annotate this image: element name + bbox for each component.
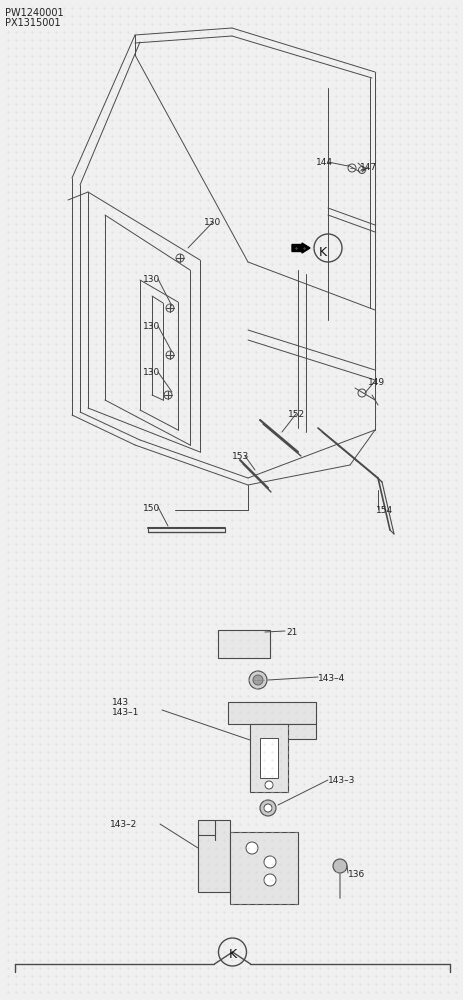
Bar <box>227 702 315 724</box>
Text: 153: 153 <box>232 452 249 461</box>
Circle shape <box>249 671 266 689</box>
Text: 149: 149 <box>367 378 384 387</box>
Text: 130: 130 <box>143 322 160 331</box>
Bar <box>250 724 288 792</box>
Circle shape <box>263 856 275 868</box>
Text: 143: 143 <box>112 698 129 707</box>
Text: 152: 152 <box>288 410 305 419</box>
Text: PW1240001: PW1240001 <box>5 8 63 18</box>
Circle shape <box>263 804 271 812</box>
Text: 150: 150 <box>143 504 160 513</box>
Text: 143–1: 143–1 <box>112 708 139 717</box>
Circle shape <box>252 675 263 685</box>
Circle shape <box>264 781 272 789</box>
Circle shape <box>259 800 275 816</box>
Text: 143–3: 143–3 <box>327 776 355 785</box>
Text: 143–4: 143–4 <box>317 674 344 683</box>
Text: 136: 136 <box>347 870 364 879</box>
FancyArrow shape <box>291 243 309 253</box>
Circle shape <box>332 859 346 873</box>
Circle shape <box>245 842 257 854</box>
Bar <box>218 630 269 658</box>
Text: 144: 144 <box>315 158 332 167</box>
Bar <box>198 820 230 892</box>
Text: 130: 130 <box>143 275 160 284</box>
Text: PX1315001: PX1315001 <box>5 18 61 28</box>
Text: 143–2: 143–2 <box>110 820 137 829</box>
Text: K: K <box>228 948 236 960</box>
Bar <box>259 738 277 778</box>
Text: 154: 154 <box>375 506 392 515</box>
Text: K: K <box>318 245 326 258</box>
Text: 21: 21 <box>285 628 297 637</box>
Circle shape <box>263 874 275 886</box>
Bar <box>277 724 315 739</box>
Text: 130: 130 <box>204 218 221 227</box>
Text: 130: 130 <box>143 368 160 377</box>
Text: 147: 147 <box>359 163 376 172</box>
Bar <box>230 832 297 904</box>
